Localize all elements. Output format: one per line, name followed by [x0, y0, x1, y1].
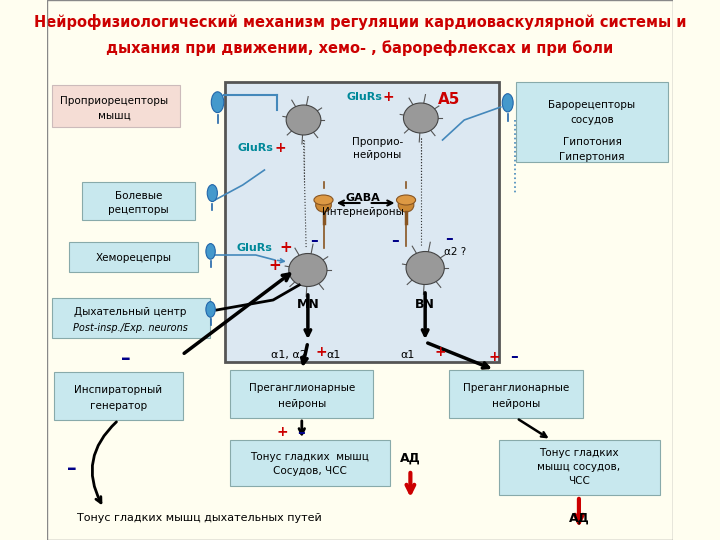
Text: генератор: генератор: [90, 401, 147, 411]
Bar: [54, 372, 183, 420]
Text: GABA: GABA: [345, 193, 380, 203]
Text: Post-insp./Exp. neurons: Post-insp./Exp. neurons: [73, 323, 188, 333]
Bar: [52, 298, 210, 338]
Text: –: –: [391, 233, 399, 247]
Text: GluRs: GluRs: [346, 92, 382, 102]
Text: Нейрофизиологический механизм регуляции кардиоваскулярной системы и: Нейрофизиологический механизм регуляции …: [34, 14, 686, 30]
Ellipse shape: [397, 195, 415, 205]
Bar: [230, 440, 390, 486]
Text: Преганглионарные: Преганглионарные: [248, 383, 355, 393]
Bar: [69, 242, 197, 272]
Text: Болевые: Болевые: [114, 191, 162, 201]
Text: мышц: мышц: [98, 111, 130, 121]
Text: ЧСС: ЧСС: [568, 476, 590, 486]
Ellipse shape: [406, 252, 444, 285]
Text: –: –: [510, 349, 518, 364]
Bar: [225, 82, 499, 362]
Ellipse shape: [403, 103, 438, 133]
Text: Сосудов, ЧСС: Сосудов, ЧСС: [273, 466, 346, 476]
Text: рецепторы: рецепторы: [108, 205, 168, 215]
Bar: [82, 182, 195, 220]
Text: Тонус гладких: Тонус гладких: [539, 448, 618, 458]
Text: –: –: [121, 348, 130, 368]
Text: сосудов: сосудов: [570, 115, 614, 125]
Text: Тонус гладких мышц дыхательных путей: Тонус гладких мышц дыхательных путей: [77, 513, 322, 523]
Text: Интернейроны: Интернейроны: [322, 207, 403, 217]
Text: GluRs: GluRs: [236, 243, 272, 253]
Text: Инспираторный: Инспираторный: [74, 385, 163, 395]
Text: Барорецепторы: Барорецепторы: [549, 100, 636, 110]
Ellipse shape: [315, 198, 331, 212]
Text: +: +: [276, 425, 287, 439]
Text: GluRs: GluRs: [238, 143, 274, 153]
Text: Проприо-: Проприо-: [352, 137, 403, 147]
Text: +: +: [489, 350, 500, 364]
Text: α2 ?: α2 ?: [444, 247, 467, 257]
Ellipse shape: [206, 302, 215, 317]
Text: –: –: [67, 458, 76, 477]
Text: –: –: [310, 233, 318, 247]
Bar: [449, 370, 583, 418]
Bar: [516, 82, 668, 162]
Text: BN: BN: [415, 299, 435, 312]
Text: Хеморецепры: Хеморецепры: [96, 253, 172, 263]
Bar: [52, 85, 180, 127]
Text: +: +: [269, 258, 282, 273]
Text: –: –: [445, 231, 452, 246]
Text: +: +: [434, 345, 446, 359]
Text: A5: A5: [438, 92, 460, 107]
Text: α1, α2: α1, α2: [271, 350, 307, 360]
Text: MN: MN: [297, 299, 319, 312]
Bar: [48, 0, 672, 75]
Text: нейроны: нейроны: [278, 399, 326, 409]
Text: α1: α1: [400, 350, 415, 360]
Text: +: +: [279, 240, 292, 255]
Ellipse shape: [206, 244, 215, 259]
Text: нейроны: нейроны: [492, 399, 541, 409]
Text: α1: α1: [327, 350, 341, 360]
Text: –: –: [297, 424, 305, 440]
Text: мышц сосудов,: мышц сосудов,: [537, 462, 621, 472]
Ellipse shape: [207, 185, 217, 201]
Text: Проприорецепторы: Проприорецепторы: [60, 96, 168, 106]
Ellipse shape: [289, 253, 327, 287]
Text: АД: АД: [569, 511, 589, 524]
Text: Гипертония: Гипертония: [559, 152, 625, 162]
Text: +: +: [274, 141, 286, 155]
Text: дыхания при движении, хемо- , барорефлексах и при боли: дыхания при движении, хемо- , барорефлек…: [107, 40, 613, 56]
Ellipse shape: [211, 92, 224, 113]
Ellipse shape: [286, 105, 321, 135]
Ellipse shape: [398, 198, 414, 212]
Ellipse shape: [503, 94, 513, 112]
Text: +: +: [383, 90, 395, 104]
Bar: [499, 440, 660, 495]
Text: Гипотония: Гипотония: [562, 137, 621, 147]
Text: +: +: [316, 345, 328, 359]
Bar: [230, 370, 373, 418]
Ellipse shape: [314, 195, 333, 205]
Text: АД: АД: [400, 451, 420, 464]
Text: Дыхательный центр: Дыхательный центр: [74, 307, 186, 317]
Text: Тонус гладких  мышц: Тонус гладких мышц: [250, 452, 369, 462]
Text: нейроны: нейроны: [354, 150, 402, 160]
Text: Преганглионарные: Преганглионарные: [463, 383, 570, 393]
